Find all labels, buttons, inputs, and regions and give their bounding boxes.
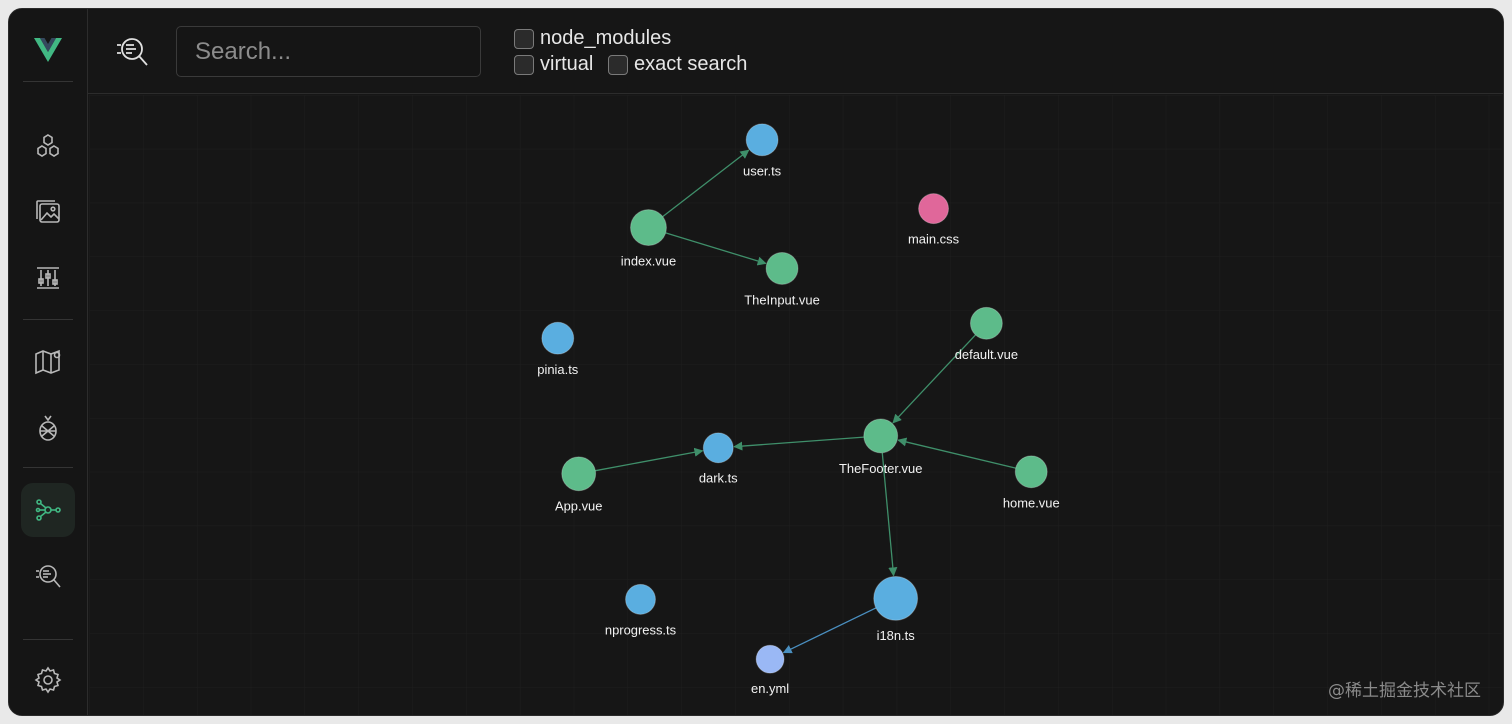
node-circle[interactable] — [745, 123, 779, 157]
node-circle[interactable] — [873, 575, 919, 621]
graph-node-default[interactable]: default.vue — [955, 306, 1018, 362]
graph-node-nprogress[interactable]: nprogress.ts — [605, 583, 676, 637]
graph-edge-thefooter-dark — [733, 436, 864, 451]
node-circle[interactable] — [702, 432, 734, 464]
graph-edge-index-theinput — [665, 232, 767, 266]
settings-icon[interactable] — [21, 653, 75, 707]
timeline-icon[interactable] — [21, 251, 75, 305]
graph-node-theinput[interactable]: TheInput.vue — [744, 251, 820, 307]
assets-icon[interactable] — [21, 185, 75, 239]
graph-node-maincss[interactable]: main.css — [908, 193, 959, 247]
node-label: en.yml — [751, 681, 789, 696]
graph-node-thefooter[interactable]: TheFooter.vue — [839, 418, 922, 476]
graph-node-home[interactable]: home.vue — [1003, 455, 1060, 511]
node-label: TheInput.vue — [744, 292, 820, 307]
node-circle[interactable] — [625, 583, 656, 615]
node-label: user.ts — [743, 164, 781, 179]
sidebar-separator — [23, 319, 73, 320]
node-modules-label: node_modules — [540, 27, 672, 49]
graph-node-app[interactable]: App.vue — [555, 456, 602, 514]
node-label: nprogress.ts — [605, 622, 676, 637]
inspect-icon — [117, 38, 148, 66]
graph-edge-index-user — [662, 149, 750, 218]
module-graph-icon[interactable] — [21, 483, 75, 537]
exact-search-checkbox[interactable]: exact search — [608, 53, 747, 76]
node-circle[interactable] — [561, 456, 597, 492]
node-circle[interactable] — [969, 306, 1003, 340]
graph-edge-app-dark — [595, 447, 704, 472]
module-graph-canvas[interactable]: user.ts index.vue TheInput.vue main.css pini… — [88, 95, 1503, 715]
routes-map-icon[interactable] — [21, 335, 75, 389]
search-input[interactable] — [176, 26, 481, 77]
graph-node-user[interactable]: user.ts — [743, 123, 781, 179]
graph-edge-home-thefooter — [897, 437, 1016, 469]
checkbox-box[interactable] — [514, 28, 534, 49]
graph-node-enyml[interactable]: en.yml — [751, 644, 789, 696]
graph-node-index[interactable]: index.vue — [621, 209, 676, 269]
node-label: home.vue — [1003, 496, 1060, 511]
devtools-window: node_modules virtual exact search — [8, 8, 1504, 716]
graph-edge-i18n-enyml — [782, 607, 877, 654]
edges — [595, 149, 1016, 654]
node-circle[interactable] — [863, 418, 899, 454]
graph-node-pinia[interactable]: pinia.ts — [537, 321, 578, 377]
node-circle[interactable] — [1014, 455, 1048, 489]
node-label: TheFooter.vue — [839, 461, 922, 476]
pinia-icon[interactable] — [21, 401, 75, 455]
watermark: @稀土掘金技术社区 — [1328, 681, 1481, 701]
node-label: default.vue — [955, 347, 1018, 362]
toolbar: node_modules virtual exact search — [88, 9, 1503, 94]
graph-edge-thefooter-i18n — [881, 452, 898, 577]
node-circle[interactable] — [630, 209, 667, 247]
node-label: pinia.ts — [537, 362, 578, 377]
node-label: i18n.ts — [877, 628, 915, 643]
exact-search-label: exact search — [634, 53, 748, 75]
node-label: App.vue — [555, 499, 602, 514]
virtual-label: virtual — [540, 53, 594, 75]
graph-edge-default-thefooter — [892, 334, 976, 424]
node-label: main.css — [908, 232, 959, 247]
node-label: index.vue — [621, 253, 676, 268]
node-circle[interactable] — [541, 321, 575, 355]
virtual-checkbox[interactable]: virtual — [514, 53, 593, 76]
checkbox-box[interactable] — [608, 54, 628, 75]
nodes: user.ts index.vue TheInput.vue main.css pini… — [537, 123, 1060, 696]
graph-node-dark[interactable]: dark.ts — [699, 432, 738, 486]
sidebar-separator — [23, 639, 73, 640]
sidebar-separator — [23, 81, 73, 82]
sidebar — [9, 9, 88, 715]
checkbox-box[interactable] — [514, 54, 534, 75]
vue-logo-icon[interactable] — [21, 23, 75, 77]
sidebar-separator — [23, 467, 73, 468]
graph-grid — [89, 95, 1502, 715]
node-circle[interactable] — [755, 644, 785, 674]
node-circle[interactable] — [765, 251, 799, 285]
inspect-icon[interactable] — [21, 549, 75, 603]
node-modules-checkbox[interactable]: node_modules — [514, 27, 671, 50]
module-graph[interactable]: user.ts index.vue TheInput.vue main.css pini… — [88, 95, 1503, 715]
components-icon[interactable] — [21, 119, 75, 173]
graph-node-i18n[interactable]: i18n.ts — [873, 575, 919, 643]
node-label: dark.ts — [699, 471, 738, 486]
node-circle[interactable] — [918, 193, 950, 225]
